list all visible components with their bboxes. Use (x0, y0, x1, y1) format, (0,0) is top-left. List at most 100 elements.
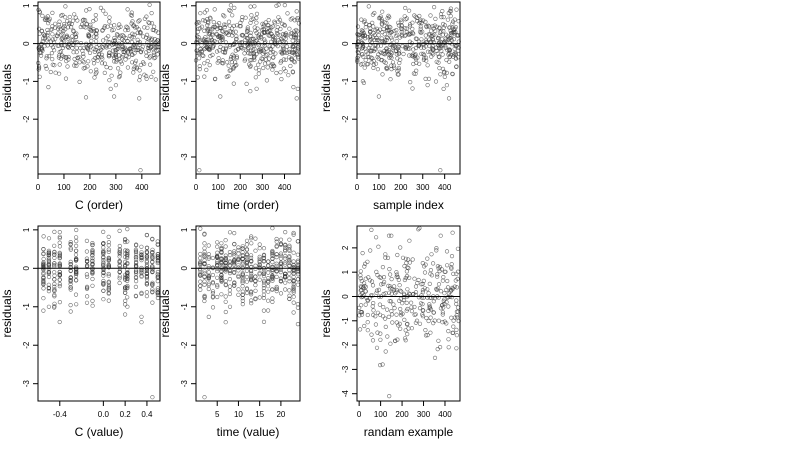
data-point (240, 244, 245, 249)
data-point (80, 48, 85, 53)
data-point (440, 32, 446, 37)
data-point (83, 25, 88, 30)
data-point (289, 50, 294, 55)
y-tick-label: 0 (180, 41, 189, 46)
data-point (107, 50, 112, 55)
data-point (387, 15, 392, 20)
data-point (102, 70, 107, 75)
data-point (198, 279, 203, 284)
data-point (87, 50, 93, 56)
data-point (291, 290, 296, 295)
data-point (90, 276, 95, 282)
data-point (218, 34, 223, 39)
data-point (215, 259, 220, 264)
data-point (52, 277, 57, 282)
data-point (440, 302, 445, 308)
data-point (365, 328, 370, 333)
data-point (407, 32, 412, 37)
data-point (73, 243, 79, 248)
data-point (264, 78, 270, 83)
data-point (232, 253, 237, 258)
data-point (101, 270, 106, 275)
data-point (53, 70, 58, 75)
data-point (43, 17, 48, 22)
data-point (46, 236, 52, 241)
data-point (421, 278, 426, 284)
data-point (245, 27, 250, 32)
data-point (84, 259, 90, 264)
data-point (368, 34, 373, 39)
data-point (410, 26, 415, 32)
data-point (289, 34, 294, 39)
x-tick-label: 300 (109, 183, 123, 192)
data-point (110, 53, 116, 58)
data-point (447, 48, 452, 53)
data-point (57, 62, 62, 67)
data-point (84, 238, 89, 243)
data-point (397, 35, 402, 40)
data-point (456, 45, 461, 50)
data-point (233, 60, 238, 65)
data-point (439, 48, 444, 53)
data-point (283, 40, 289, 45)
data-point (46, 248, 52, 253)
data-point (257, 265, 262, 270)
data-point (382, 20, 387, 25)
data-point (132, 42, 137, 47)
data-point (432, 23, 437, 28)
data-point (131, 70, 136, 75)
data-point (410, 86, 415, 91)
data-point (115, 43, 120, 49)
data-point (434, 286, 439, 292)
x-tick-label: 400 (278, 183, 292, 192)
data-point (421, 18, 426, 23)
data-point (144, 280, 149, 286)
data-point (198, 283, 203, 288)
data-point (418, 26, 423, 32)
data-point (46, 262, 51, 267)
data-point (371, 312, 376, 318)
data-point (40, 48, 45, 53)
data-point (411, 47, 416, 52)
data-point (278, 291, 284, 296)
data-point (374, 235, 379, 240)
data-point (210, 40, 215, 45)
data-point (73, 273, 79, 279)
data-point (282, 2, 287, 8)
data-point (274, 70, 279, 76)
data-point (240, 302, 245, 307)
data-point (394, 312, 399, 317)
y-tick-label: -1 (180, 77, 189, 85)
data-point (360, 32, 366, 37)
data-point (115, 66, 121, 71)
data-point (144, 76, 149, 81)
data-point (141, 34, 146, 39)
data-point (287, 296, 292, 302)
data-point (291, 250, 296, 255)
x-tick-label: 0.4 (141, 410, 153, 419)
data-point (96, 55, 101, 60)
data-point (375, 330, 380, 335)
data-point (282, 22, 287, 28)
data-point (451, 330, 456, 336)
data-point (373, 314, 378, 319)
data-point (61, 37, 66, 42)
data-point (64, 58, 69, 64)
data-point (393, 338, 398, 344)
data-point (427, 24, 432, 29)
data-point (261, 280, 267, 285)
data-point (57, 277, 62, 282)
data-point (274, 286, 279, 291)
data-point (430, 43, 435, 49)
data-point (139, 320, 144, 325)
data-point (44, 66, 49, 71)
data-point (268, 46, 273, 51)
data-point (144, 32, 150, 38)
data-point (210, 52, 215, 58)
data-point (133, 60, 138, 65)
data-point (261, 255, 267, 260)
data-point (388, 341, 393, 346)
data-point (150, 250, 155, 255)
data-point (234, 34, 239, 39)
